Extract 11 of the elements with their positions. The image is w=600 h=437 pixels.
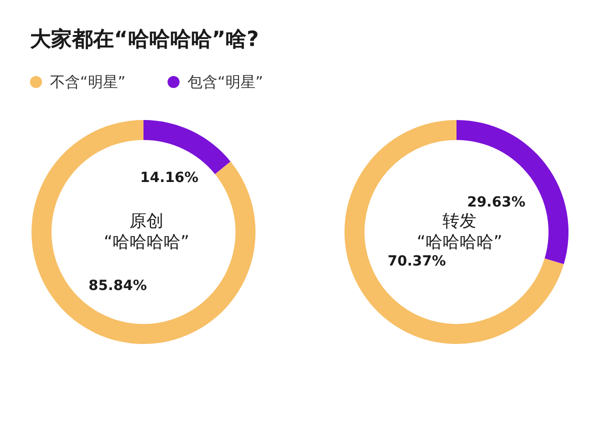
text: 转发 xyxy=(442,212,476,232)
data-label: 14.16% xyxy=(140,170,198,186)
text: 原创 xyxy=(130,212,164,232)
data-label: 29.63% xyxy=(467,194,526,210)
data-label: 85.84% xyxy=(88,278,147,294)
legend-label: 不含“明星” xyxy=(50,73,126,91)
data-label: 70.37% xyxy=(388,254,446,270)
chart-title: 大家都在“哈哈哈哈”啥? xyxy=(30,27,259,51)
text: “哈哈哈哈” xyxy=(104,232,190,252)
legend-label: 包含“明星” xyxy=(188,73,264,91)
text: “哈哈哈哈” xyxy=(416,232,502,252)
